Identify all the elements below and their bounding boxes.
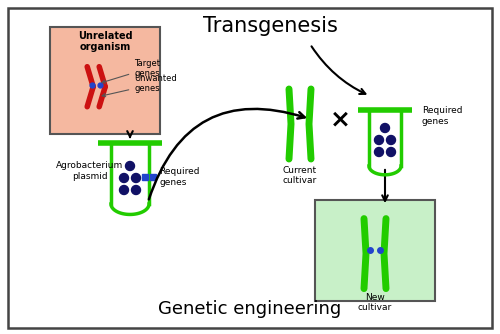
Circle shape <box>374 148 384 157</box>
Bar <box>315 200 435 301</box>
Text: Unrelated
organism: Unrelated organism <box>78 31 132 52</box>
Polygon shape <box>112 143 148 213</box>
Circle shape <box>132 173 140 182</box>
Bar <box>50 27 160 134</box>
Text: Unwanted
genes: Unwanted genes <box>102 74 177 97</box>
Text: ×: × <box>330 107 350 131</box>
Circle shape <box>386 136 396 145</box>
Text: Genetic engineering: Genetic engineering <box>158 300 342 318</box>
Polygon shape <box>370 110 400 174</box>
Text: Target
genes: Target genes <box>102 59 160 83</box>
Text: New
cultivаr: New cultivаr <box>358 293 392 312</box>
Text: Agrobacterium
plasmid: Agrobacterium plasmid <box>56 161 124 181</box>
Circle shape <box>120 185 128 194</box>
Circle shape <box>132 185 140 194</box>
Circle shape <box>386 148 396 157</box>
Text: Required
genes: Required genes <box>159 167 200 187</box>
Text: Required
genes: Required genes <box>422 106 463 126</box>
Circle shape <box>374 136 384 145</box>
FancyArrowPatch shape <box>149 109 304 199</box>
Text: Transgenesis: Transgenesis <box>202 16 338 36</box>
Circle shape <box>120 173 128 182</box>
Circle shape <box>380 124 390 133</box>
Text: Current
cultivar: Current cultivar <box>283 166 317 185</box>
Circle shape <box>126 162 134 170</box>
